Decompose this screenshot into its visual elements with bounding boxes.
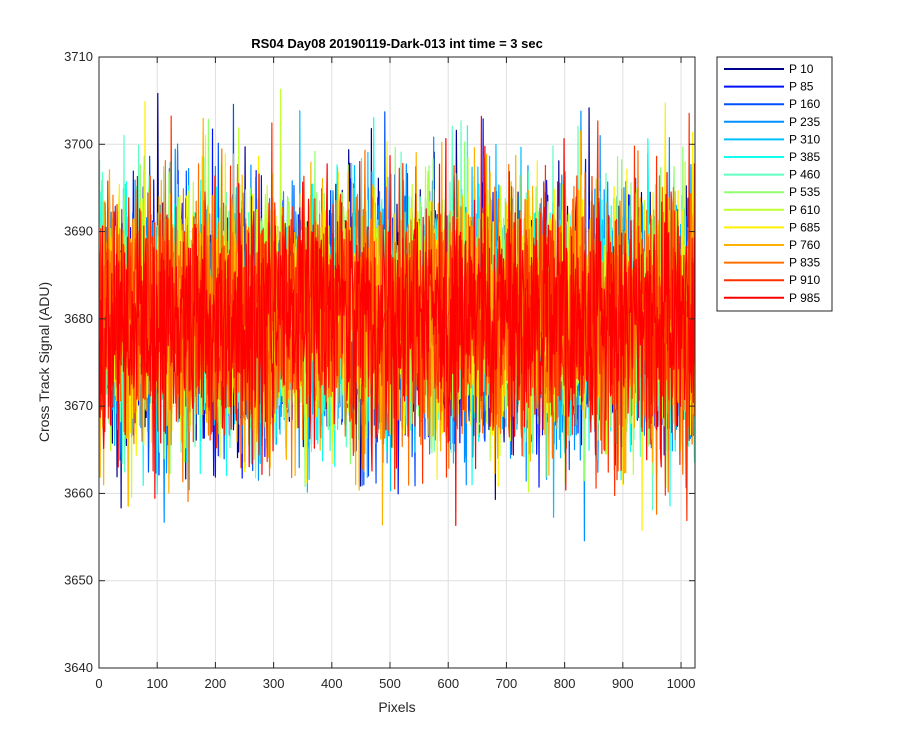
legend-label: P 460 (789, 168, 820, 182)
legend-box (716, 56, 833, 312)
x-tick-label: 900 (612, 676, 634, 691)
legend-label: P 160 (789, 97, 820, 111)
x-tick-label: 100 (146, 676, 168, 691)
y-tick-label: 3670 (64, 398, 93, 413)
y-tick-label: 3690 (64, 224, 93, 239)
x-tick-label: 200 (205, 676, 227, 691)
x-tick-label: 400 (321, 676, 343, 691)
legend-label: P 535 (789, 185, 820, 199)
y-axis-label: Cross Track Signal (ADU) (36, 282, 52, 442)
legend: P 10 P 85 P 160 P 235 P 310 P 385 P 460 P 535 P … (716, 56, 833, 312)
legend-label: P 760 (789, 238, 820, 252)
legend-label: P 910 (789, 273, 820, 287)
x-tick-label: 800 (554, 676, 576, 691)
x-axis-label: Pixels (378, 699, 415, 715)
plot-viewport (99, 88, 695, 542)
x-tick-label: 500 (379, 676, 401, 691)
legend-label: P 235 (789, 115, 820, 129)
legend-label: P 985 (789, 291, 820, 305)
legend-label: P 685 (789, 220, 820, 234)
legend-label: P 610 (789, 203, 820, 217)
legend-label: P 85 (789, 80, 814, 94)
ticks: 0 100 200 300 400 500 600 700 800 900 1000 3640 3650… (64, 49, 695, 691)
y-tick-label: 3660 (64, 485, 93, 500)
legend-items: P 10 P 85 P 160 P 235 P 310 P 385 P 460 P 535 P … (724, 62, 820, 305)
y-tick-label: 3640 (64, 660, 93, 675)
y-tick-label: 3650 (64, 573, 93, 588)
legend-label: P 10 (789, 62, 814, 76)
legend-label: P 385 (789, 150, 820, 164)
y-tick-label: 3710 (64, 49, 93, 64)
series-line-13 (99, 115, 695, 526)
y-tick-label: 3700 (64, 136, 93, 151)
legend-label: P 835 (789, 256, 820, 270)
x-tick-label: 300 (263, 676, 285, 691)
chart-title: RS04 Day08 20190119-Dark-013 int time = … (251, 36, 543, 51)
y-tick-label: 3680 (64, 311, 93, 326)
x-tick-label: 1000 (667, 676, 696, 691)
x-tick-label: 600 (437, 676, 459, 691)
plot-frame (98, 56, 696, 669)
x-tick-label: 700 (496, 676, 518, 691)
legend-label: P 310 (789, 132, 820, 146)
x-tick-label: 0 (95, 676, 102, 691)
series-group (99, 88, 695, 542)
